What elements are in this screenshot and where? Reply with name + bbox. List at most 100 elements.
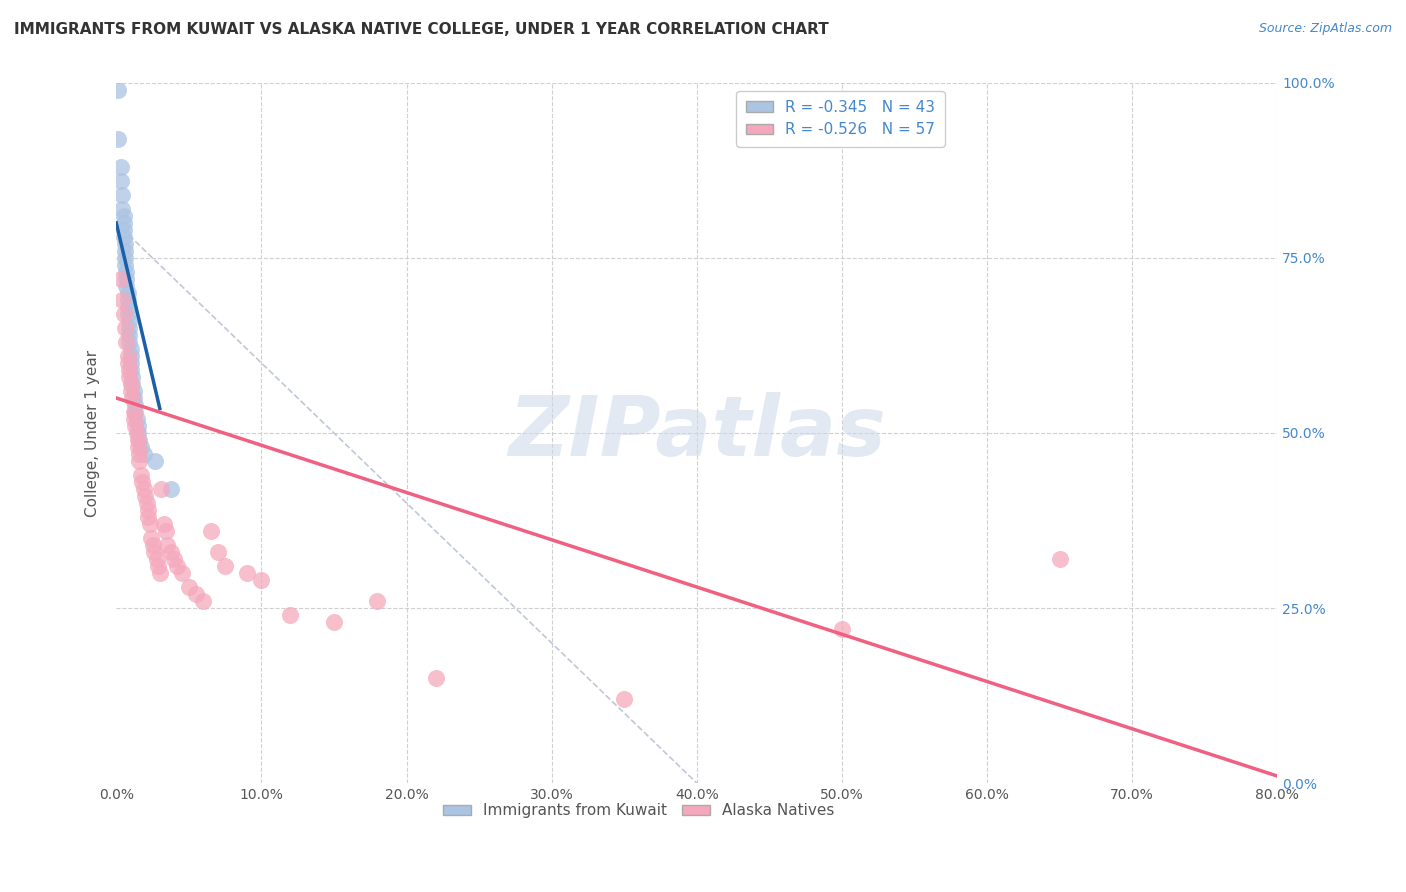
Point: [127, 425, 149, 440]
Point: [135, 496, 157, 510]
Point: [120, 349, 142, 363]
Point: [177, 580, 200, 594]
Point: [114, 258, 136, 272]
Point: [136, 510, 159, 524]
Point: [118, 370, 141, 384]
Point: [112, 223, 135, 237]
Point: [153, 516, 176, 531]
Point: [120, 384, 142, 398]
Point: [146, 552, 169, 566]
Point: [139, 531, 162, 545]
Point: [149, 566, 172, 580]
Point: [121, 376, 143, 391]
Point: [128, 454, 150, 468]
Point: [366, 594, 388, 608]
Point: [120, 342, 142, 356]
Point: [115, 334, 138, 349]
Point: [107, 83, 129, 97]
Point: [425, 671, 447, 685]
Point: [118, 363, 141, 377]
Point: [115, 265, 138, 279]
Point: [207, 545, 229, 559]
Point: [110, 272, 132, 286]
Point: [155, 524, 177, 538]
Point: [134, 489, 156, 503]
Point: [117, 307, 139, 321]
Text: Source: ZipAtlas.com: Source: ZipAtlas.com: [1258, 22, 1392, 36]
Point: [110, 160, 132, 174]
Point: [160, 482, 183, 496]
Point: [1049, 552, 1071, 566]
Point: [117, 300, 139, 314]
Point: [121, 370, 143, 384]
Point: [107, 132, 129, 146]
Point: [125, 425, 148, 440]
Point: [114, 251, 136, 265]
Point: [128, 447, 150, 461]
Point: [148, 559, 170, 574]
Point: [117, 285, 139, 300]
Y-axis label: College, Under 1 year: College, Under 1 year: [86, 350, 100, 516]
Point: [121, 391, 143, 405]
Point: [127, 419, 149, 434]
Point: [156, 538, 179, 552]
Point: [250, 573, 273, 587]
Point: [120, 363, 142, 377]
Point: [128, 433, 150, 447]
Point: [114, 244, 136, 258]
Point: [129, 440, 152, 454]
Point: [111, 202, 134, 216]
Point: [118, 314, 141, 328]
Point: [136, 503, 159, 517]
Legend: Immigrants from Kuwait, Alaska Natives: Immigrants from Kuwait, Alaska Natives: [437, 797, 841, 824]
Point: [118, 328, 141, 343]
Point: [112, 209, 135, 223]
Point: [110, 174, 132, 188]
Point: [193, 594, 215, 608]
Point: [184, 587, 207, 601]
Point: [124, 398, 146, 412]
Point: [112, 216, 135, 230]
Point: [114, 321, 136, 335]
Point: [115, 279, 138, 293]
Point: [114, 237, 136, 252]
Point: [124, 405, 146, 419]
Point: [132, 447, 155, 461]
Point: [131, 475, 153, 489]
Point: [117, 356, 139, 370]
Point: [122, 384, 145, 398]
Point: [118, 321, 141, 335]
Point: [166, 559, 188, 574]
Point: [143, 545, 166, 559]
Point: [145, 454, 167, 468]
Point: [120, 376, 142, 391]
Point: [132, 482, 155, 496]
Point: [122, 405, 145, 419]
Point: [236, 566, 259, 580]
Point: [117, 293, 139, 307]
Point: [613, 692, 636, 706]
Point: [127, 433, 149, 447]
Point: [117, 349, 139, 363]
Point: [124, 419, 146, 434]
Point: [112, 307, 135, 321]
Point: [323, 615, 346, 629]
Point: [170, 566, 193, 580]
Text: ZIPatlas: ZIPatlas: [508, 392, 886, 474]
Point: [125, 412, 148, 426]
Point: [127, 440, 149, 454]
Point: [122, 412, 145, 426]
Point: [118, 334, 141, 349]
Point: [115, 272, 138, 286]
Point: [112, 230, 135, 244]
Point: [163, 552, 186, 566]
Point: [111, 293, 134, 307]
Point: [111, 188, 134, 202]
Point: [200, 524, 222, 538]
Point: [160, 545, 183, 559]
Point: [122, 391, 145, 405]
Point: [138, 516, 160, 531]
Point: [150, 482, 173, 496]
Point: [831, 622, 853, 636]
Point: [214, 559, 236, 574]
